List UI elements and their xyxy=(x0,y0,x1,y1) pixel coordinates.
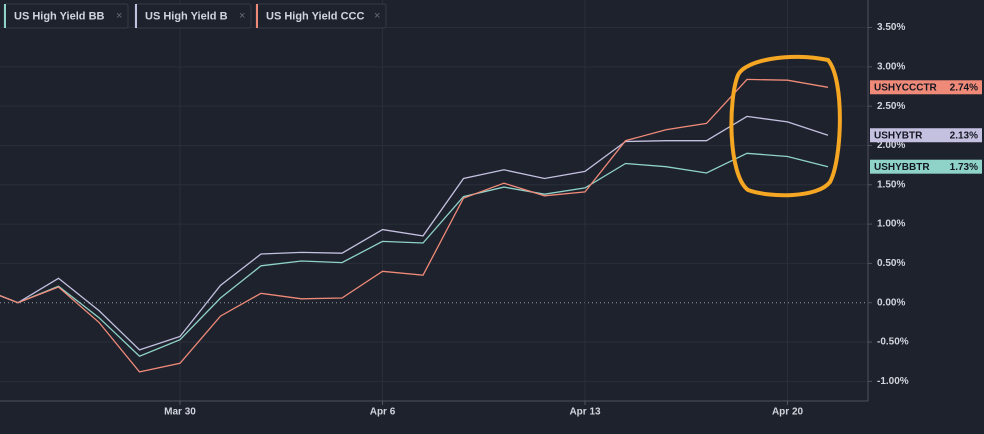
y-tick-label: -0.50% xyxy=(877,337,909,348)
highlight-circle xyxy=(729,54,842,198)
x-tick-label: Mar 30 xyxy=(164,407,196,418)
end-label-value: 2.13% xyxy=(950,130,978,141)
legend-label: US High Yield BB xyxy=(14,10,105,22)
legend-close[interactable]: × xyxy=(239,10,245,22)
legend-close[interactable]: × xyxy=(116,10,122,22)
legend-swatch xyxy=(256,4,258,28)
y-tick-label: 2.00% xyxy=(877,140,905,151)
y-tick-label: 2.50% xyxy=(877,101,905,112)
legend: US High Yield BB × US High Yield B × US High… xyxy=(3,3,387,29)
legend-label: US High Yield CCC xyxy=(266,10,364,22)
y-tick-label: 3.00% xyxy=(877,61,905,72)
end-label-value: 2.74% xyxy=(950,82,978,93)
x-tick-label: Apr 20 xyxy=(772,407,804,418)
y-tick-label: 3.50% xyxy=(877,22,905,33)
end-label-ticker: USHYCCCTR xyxy=(874,82,938,93)
series-line xyxy=(0,152,829,357)
legend-swatch xyxy=(4,4,6,28)
legend-swatch xyxy=(135,4,137,28)
x-tick-label: Apr 13 xyxy=(569,407,601,418)
y-tick-label: 1.00% xyxy=(877,219,905,230)
end-label-bg xyxy=(870,128,982,143)
end-label-bg xyxy=(870,80,982,95)
y-tick-label: 0.00% xyxy=(877,297,905,308)
end-label-value: 1.73% xyxy=(950,162,978,173)
grid xyxy=(0,0,872,405)
y-tick-label: 0.50% xyxy=(877,258,905,269)
y-tick-label: -1.00% xyxy=(877,376,909,387)
end-label-ticker: USHYBTR xyxy=(874,130,923,141)
end-label-bg xyxy=(870,159,982,174)
series-line xyxy=(0,78,829,373)
legend-close[interactable]: × xyxy=(374,10,380,22)
series-line xyxy=(0,115,829,351)
x-tick-label: Apr 6 xyxy=(370,407,396,418)
labels: -1.00% -0.50% 0.00% 0.50% 1.00% 1.50% 2.00% 2.5… xyxy=(164,22,982,418)
legend-label: US High Yield B xyxy=(145,10,228,22)
end-label-ticker: USHYBBTR xyxy=(874,162,930,173)
y-tick-label: 1.50% xyxy=(877,179,905,190)
plot-area xyxy=(0,78,829,373)
